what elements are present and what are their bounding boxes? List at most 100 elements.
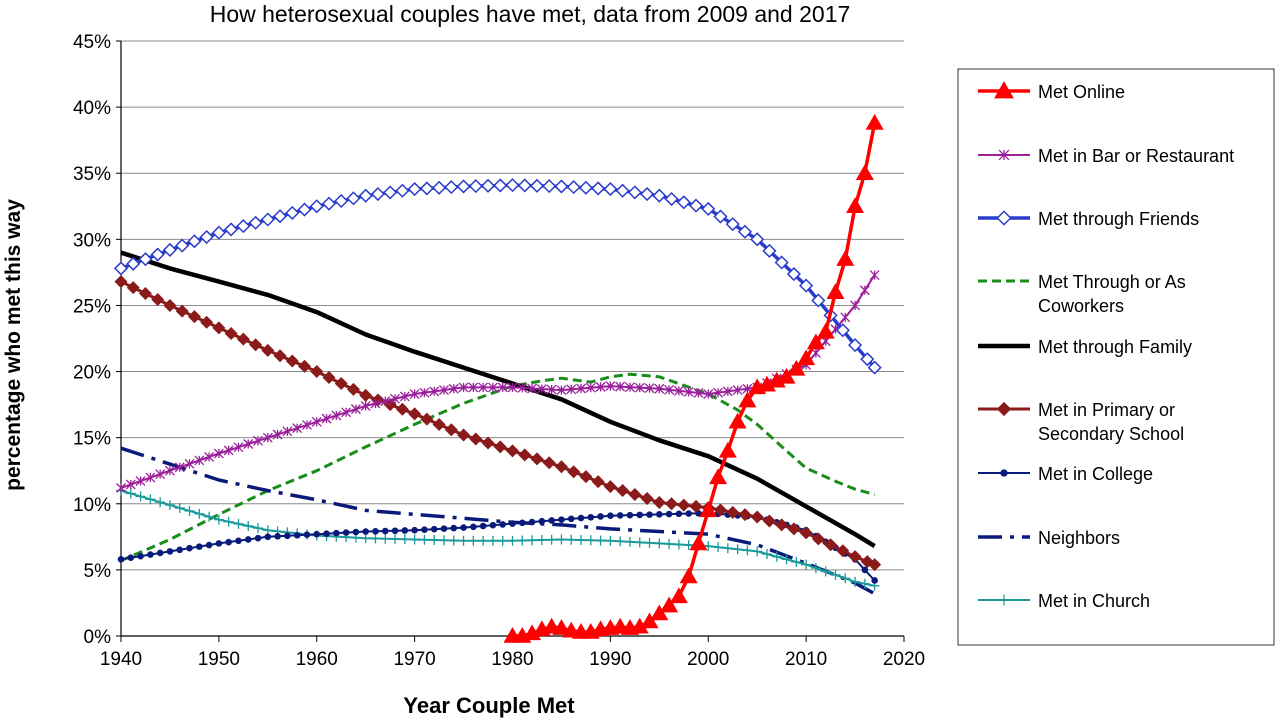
data-point xyxy=(224,222,239,237)
data-point xyxy=(850,300,861,311)
data-point xyxy=(811,532,825,546)
legend-label: Met in Primary or xyxy=(1038,400,1175,420)
data-point xyxy=(669,587,688,604)
data-point xyxy=(713,387,723,398)
data-point xyxy=(607,512,614,519)
data-point xyxy=(184,458,195,469)
data-point xyxy=(481,436,495,450)
data-point xyxy=(624,382,635,393)
data-point xyxy=(360,400,371,411)
data-point xyxy=(634,537,645,548)
data-point xyxy=(775,518,789,532)
data-point xyxy=(199,229,214,245)
data-point xyxy=(767,371,786,388)
data-point xyxy=(624,536,635,547)
data-point xyxy=(233,518,244,529)
data-point xyxy=(546,534,557,545)
data-point xyxy=(470,523,477,531)
data-point xyxy=(273,349,287,363)
data-point xyxy=(761,549,772,560)
data-point xyxy=(530,452,544,466)
data-point xyxy=(249,338,263,352)
legend-entry: Neighbors xyxy=(978,528,1120,548)
data-point xyxy=(781,554,792,565)
data-point xyxy=(732,544,743,555)
data-point xyxy=(576,383,586,394)
data-point xyxy=(196,543,203,550)
data-point xyxy=(223,445,234,456)
data-point xyxy=(212,321,226,335)
data-point xyxy=(310,365,324,379)
legend-label: Neighbors xyxy=(1038,528,1120,548)
data-point xyxy=(859,285,870,296)
y-tick-label: 40% xyxy=(73,98,111,119)
series-lines xyxy=(113,113,884,643)
y-tick-label: 45% xyxy=(73,32,111,53)
data-point xyxy=(742,545,753,556)
data-point xyxy=(380,396,391,407)
data-point xyxy=(542,179,557,194)
data-point xyxy=(542,456,556,470)
data-point xyxy=(567,515,575,523)
data-point xyxy=(175,304,189,318)
data-point xyxy=(664,384,675,395)
y-tick-label: 30% xyxy=(73,230,111,251)
data-point xyxy=(194,455,205,466)
data-point xyxy=(713,503,727,517)
data-point xyxy=(787,522,801,536)
data-point xyxy=(654,538,665,549)
legend-entry: Met in Primary or Secondary School xyxy=(978,400,1184,444)
data-point xyxy=(517,535,528,546)
legend-label: Met Online xyxy=(1038,82,1125,102)
data-point xyxy=(718,441,737,458)
data-point xyxy=(677,498,691,512)
data-point xyxy=(429,386,440,397)
gridlines xyxy=(121,40,904,637)
data-point xyxy=(616,512,624,519)
data-point xyxy=(675,510,683,518)
data-point xyxy=(346,382,360,396)
data-point xyxy=(205,541,213,549)
data-point xyxy=(835,323,850,338)
data-point xyxy=(646,511,653,518)
data-point xyxy=(175,238,190,253)
data-point xyxy=(867,360,882,375)
data-point xyxy=(420,412,434,426)
data-point xyxy=(826,283,845,299)
data-point xyxy=(155,469,166,480)
data-point xyxy=(689,534,708,551)
data-point xyxy=(830,569,841,580)
data-point xyxy=(282,426,293,437)
data-point xyxy=(689,499,703,513)
data-point xyxy=(722,543,733,554)
y-tick-label: 20% xyxy=(73,363,111,384)
data-point xyxy=(567,465,581,479)
data-point xyxy=(155,497,166,508)
data-point xyxy=(644,383,655,394)
data-point xyxy=(311,416,322,427)
data-point xyxy=(615,536,626,547)
data-point xyxy=(536,535,547,546)
data-point xyxy=(816,322,835,339)
data-point xyxy=(688,198,704,213)
data-point xyxy=(272,209,288,224)
data-point xyxy=(665,497,679,511)
data-point xyxy=(114,275,128,289)
data-point xyxy=(370,186,385,202)
data-point xyxy=(362,528,369,535)
data-point xyxy=(359,388,373,402)
data-point xyxy=(194,508,205,519)
data-point xyxy=(996,401,1012,417)
data-point xyxy=(352,528,360,536)
legend-entry: Met in College xyxy=(978,464,1153,484)
data-point xyxy=(628,488,642,502)
data-point xyxy=(554,460,568,474)
data-point xyxy=(585,535,596,546)
legend-entry: Met in Church xyxy=(978,591,1150,611)
data-point xyxy=(126,256,141,271)
data-point xyxy=(135,491,146,502)
data-point xyxy=(458,382,469,393)
y-tick-label: 10% xyxy=(73,495,111,516)
data-point xyxy=(683,386,694,397)
